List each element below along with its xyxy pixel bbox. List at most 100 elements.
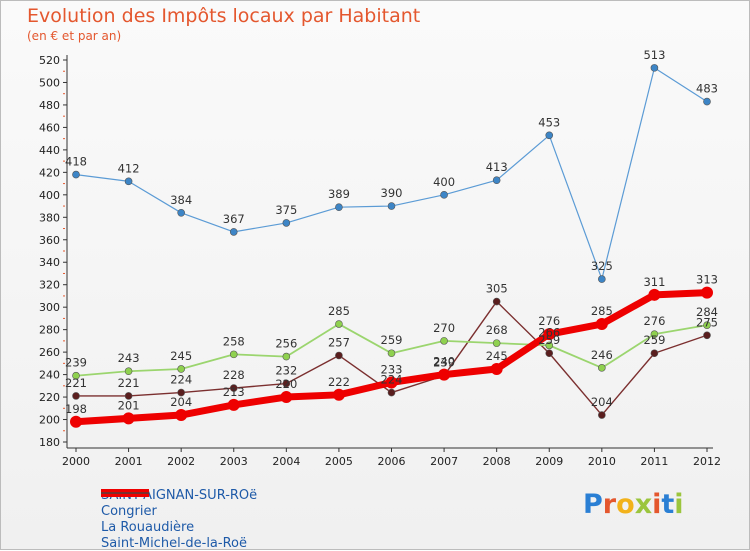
y-tick-label: 400 — [39, 189, 60, 202]
data-label: 311 — [643, 275, 665, 289]
data-point — [282, 379, 291, 388]
data-label: 453 — [538, 115, 560, 129]
data-label: 243 — [118, 351, 140, 365]
y-tick-label: 300 — [39, 301, 60, 314]
data-label: 418 — [65, 155, 87, 169]
data-point — [282, 352, 291, 361]
data-point — [72, 392, 80, 400]
data-point — [387, 202, 396, 210]
legend-item: Congrier — [101, 492, 257, 519]
data-point — [440, 337, 448, 345]
data-label: 313 — [696, 273, 718, 287]
data-label: 259 — [381, 333, 403, 347]
data-point — [543, 328, 556, 341]
logo-letter: t — [661, 489, 675, 520]
data-point — [545, 349, 554, 358]
data-label: 390 — [381, 186, 403, 200]
data-label: 239 — [433, 356, 455, 370]
x-tick-label: 2002 — [167, 455, 195, 468]
data-label: 259 — [538, 333, 560, 347]
chart-subtitle: (en € et par an) — [27, 29, 122, 43]
data-label: 220 — [275, 377, 297, 391]
data-label: 246 — [591, 348, 613, 362]
data-label: 276 — [538, 314, 560, 328]
data-point — [175, 409, 188, 422]
data-label: 284 — [696, 305, 718, 319]
data-label: 228 — [223, 368, 245, 382]
logo-letter: i — [674, 489, 684, 520]
proxiti-logo: Proxiti — [583, 489, 684, 520]
x-tick-label: 2006 — [378, 455, 406, 468]
data-labels-layer: 198 201 204 213 220 222 233 240 245 276 285 311 313 4… — [65, 48, 718, 416]
data-label: 232 — [275, 364, 297, 378]
data-label: 275 — [696, 315, 718, 329]
data-point — [227, 398, 240, 411]
data-label: 266 — [538, 325, 560, 339]
y-tick-label: 280 — [39, 324, 60, 337]
y-tick-label: 260 — [39, 346, 60, 359]
series-line — [75, 67, 708, 280]
data-point — [280, 391, 293, 404]
legend-swatch — [101, 492, 149, 494]
legend-item: Saint-Michel-de-la-Roë — [101, 492, 257, 551]
data-point — [177, 209, 185, 217]
data-point — [545, 341, 554, 350]
data-point — [648, 288, 661, 301]
data-label: 305 — [486, 282, 508, 296]
data-label: 285 — [591, 304, 613, 318]
data-label: 222 — [328, 375, 350, 389]
data-label: 276 — [643, 314, 665, 328]
data-point — [492, 297, 501, 306]
data-label: 258 — [223, 334, 245, 348]
y-tick-label: 380 — [39, 211, 60, 224]
data-point — [387, 388, 396, 397]
data-label: 259 — [643, 333, 665, 347]
x-tick-label: 2003 — [220, 455, 248, 468]
x-tick-label: 2008 — [483, 455, 511, 468]
data-point — [598, 411, 606, 419]
data-point — [440, 191, 448, 199]
data-label: 239 — [65, 356, 87, 370]
data-point — [177, 365, 185, 373]
data-label: 221 — [65, 376, 87, 390]
data-label: 240 — [433, 355, 455, 369]
data-point — [124, 392, 133, 400]
data-point — [72, 170, 80, 179]
x-tick-label: 2011 — [640, 455, 668, 468]
y-tick-label: 500 — [39, 76, 60, 89]
legend-label: Saint-Michel-de-la-Roë — [101, 535, 247, 551]
data-point — [490, 362, 503, 375]
data-label: 412 — [118, 161, 140, 175]
data-point — [703, 97, 711, 106]
data-point — [229, 384, 238, 392]
data-point — [650, 349, 659, 358]
data-label: 224 — [170, 373, 192, 387]
data-point — [335, 203, 343, 211]
x-tick-label: 2005 — [325, 455, 353, 468]
logo-letter: P — [583, 489, 603, 520]
data-point — [701, 286, 713, 299]
y-tick-label: 520 — [39, 54, 60, 67]
x-tick-label: 2004 — [272, 455, 300, 468]
data-label: 384 — [170, 193, 192, 207]
x-tick-label: 2010 — [588, 455, 616, 468]
data-label: 400 — [433, 175, 455, 189]
legend-item: La Rouaudière — [101, 492, 257, 535]
data-point — [335, 351, 343, 360]
x-tick-label: 2012 — [693, 455, 721, 468]
data-point — [650, 330, 659, 338]
legend-label: Congrier — [101, 503, 157, 519]
x-tick-label: 2001 — [115, 455, 143, 468]
data-label: 285 — [328, 304, 350, 318]
data-label: 245 — [170, 349, 192, 363]
logo-letter: r — [602, 489, 617, 520]
data-point — [177, 388, 185, 397]
data-point — [492, 339, 501, 347]
y-tick-label: 360 — [39, 234, 60, 247]
data-label: 201 — [118, 398, 140, 412]
y-tick-label: 240 — [39, 369, 60, 382]
data-point — [72, 371, 80, 380]
data-label: 270 — [433, 321, 455, 335]
logo-letter: i — [652, 489, 662, 520]
